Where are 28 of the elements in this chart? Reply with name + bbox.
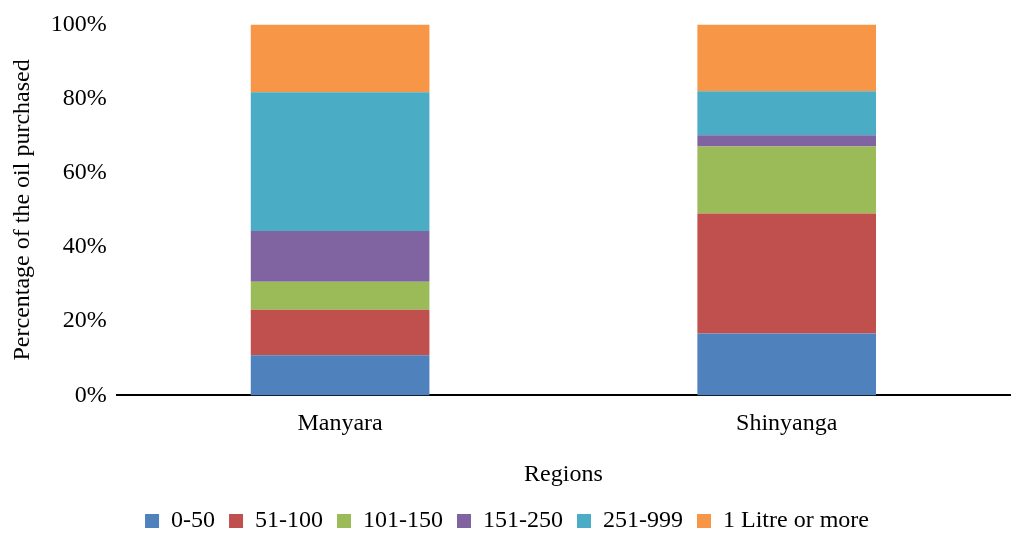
x-axis-title: Regions	[524, 459, 603, 486]
bar	[250, 231, 430, 282]
bar	[250, 355, 430, 396]
legend-label: 1 Litre or more	[723, 506, 869, 533]
y-tick-label: 100%	[50, 9, 107, 36]
y-axis-title: Percentage of the oil purchased	[7, 59, 34, 361]
y-tick-label: 0%	[74, 380, 107, 407]
bar	[697, 213, 877, 334]
bar	[697, 135, 877, 147]
legend-label: 101-150	[363, 506, 444, 533]
bar	[697, 91, 877, 136]
legend-label: 0-50	[171, 506, 216, 533]
x-tick-label: Manyara	[297, 409, 384, 436]
bar	[250, 309, 430, 356]
bar	[697, 146, 877, 214]
legend-label: 51-100	[255, 506, 324, 533]
x-tick-label: Shinyanga	[736, 409, 838, 436]
bar	[250, 24, 430, 93]
bar	[697, 24, 877, 92]
legend-label: 151-250	[483, 506, 564, 533]
bar	[250, 281, 430, 310]
y-tick-label: 80%	[62, 83, 107, 110]
y-tick-label: 20%	[62, 306, 107, 333]
bar	[697, 333, 877, 396]
legend-label: 251-999	[603, 506, 684, 533]
y-tick-label: 40%	[62, 232, 107, 259]
bar	[250, 92, 430, 232]
y-tick-label: 60%	[62, 158, 107, 185]
